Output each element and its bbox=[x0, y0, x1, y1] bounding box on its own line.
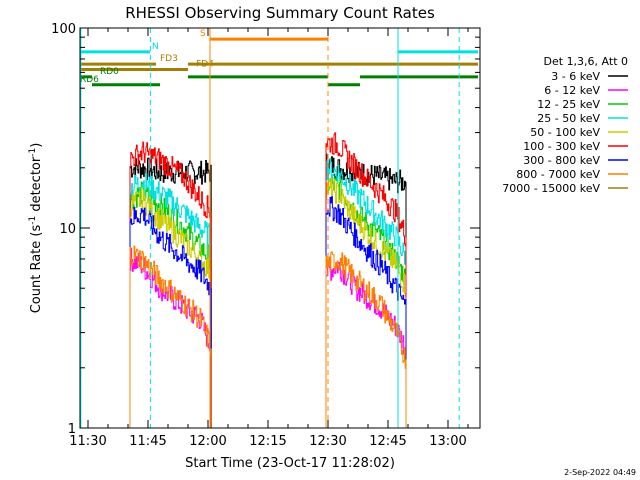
axes: 11:30 11:45 12:00 12:15 12:30 12:45 13:00 100 10… bbox=[51, 22, 480, 449]
series-line-3-6-kev bbox=[129, 157, 212, 428]
x-tick-label: 12:30 bbox=[309, 434, 346, 449]
series-line-100-300-kev bbox=[129, 141, 212, 428]
series-line-6-12-kev bbox=[325, 259, 407, 428]
legend-label-100-300-kev: 100 - 300 keV bbox=[523, 140, 600, 153]
legend-label-25-50-kev: 25 - 50 keV bbox=[537, 112, 600, 125]
state-bar-label-rd6: RD6 bbox=[80, 75, 99, 85]
state-bar-label-n: N bbox=[152, 42, 159, 52]
state-bar-label-fd3: FD3 bbox=[160, 54, 178, 64]
series-line-300-800-kev bbox=[325, 196, 407, 428]
x-tick-label: 11:30 bbox=[69, 434, 106, 449]
legend-label-12-25-kev: 12 - 25 keV bbox=[537, 98, 600, 111]
legend-label-800-7000-kev: 800 - 7000 keV bbox=[516, 168, 600, 181]
state-bar-label-s: S bbox=[200, 29, 206, 39]
legend-label-50-100-kev: 50 - 100 keV bbox=[530, 126, 600, 139]
series-line-300-800-kev bbox=[129, 206, 212, 428]
x-axis-label: Start Time (23-Oct-17 11:28:02) bbox=[185, 456, 395, 471]
series-line-25-50-kev bbox=[129, 173, 212, 428]
x-tick-label: 12:00 bbox=[189, 434, 226, 449]
x-tick-label: 13:00 bbox=[429, 434, 466, 449]
legend-label-7000-15000-kev: 7000 - 15000 keV bbox=[502, 182, 600, 195]
legend-label-300-800-kev: 300 - 800 keV bbox=[523, 154, 600, 167]
state-bar-label-fd4: FD4 bbox=[196, 60, 214, 70]
series-line-800-7000-kev bbox=[129, 245, 212, 428]
x-tick-label: 11:45 bbox=[129, 434, 166, 449]
y-tick-label: 100 bbox=[51, 22, 76, 37]
y-axis-label: Count Rate (s-1 detector-1) bbox=[28, 143, 44, 314]
chart-title: RHESSI Observing Summary Count Rates bbox=[125, 4, 435, 22]
legend-label-3-6-kev: 3 - 6 keV bbox=[551, 70, 600, 83]
footer-timestamp: 2-Sep-2022 04:49 bbox=[564, 468, 636, 477]
series-line-100-300-kev bbox=[325, 132, 407, 428]
series-line-50-100-kev bbox=[325, 177, 407, 428]
state-bar-label-rd0: RD0 bbox=[100, 67, 119, 77]
series-line-800-7000-kev bbox=[325, 251, 407, 428]
series-line-25-50-kev bbox=[325, 158, 407, 428]
y-axis-label-part: Count Rate (s bbox=[29, 225, 44, 314]
y-axis-label-part: -1 bbox=[28, 148, 38, 157]
y-axis-label-part: -1 bbox=[28, 216, 38, 225]
y-tick-label: 10 bbox=[59, 222, 76, 237]
legend-label-6-12-kev: 6 - 12 keV bbox=[544, 84, 600, 97]
x-tick-label: 12:15 bbox=[249, 434, 286, 449]
x-tick-label: 12:45 bbox=[369, 434, 406, 449]
series-lines bbox=[129, 132, 407, 428]
series-line-3-6-kev bbox=[325, 153, 407, 428]
legend-title: Det 1,3,6, Att 0 bbox=[544, 55, 628, 68]
y-tick-label: 1 bbox=[68, 422, 76, 437]
y-axis-label-part: ) bbox=[29, 143, 44, 148]
y-axis-label-part: detector bbox=[29, 156, 44, 216]
